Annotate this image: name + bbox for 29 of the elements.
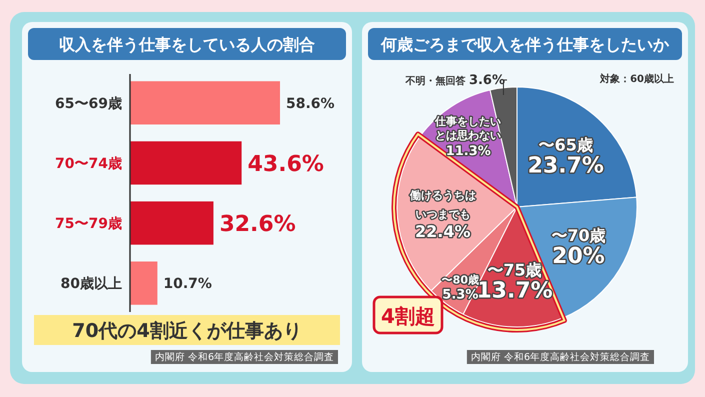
text: 70代の4割近くが仕事あり bbox=[72, 320, 302, 342]
data-label: 10.7% bbox=[163, 276, 212, 292]
slice-label: 〜70歳 bbox=[551, 226, 606, 245]
slice-label: 〜75歳 bbox=[487, 260, 542, 280]
bar bbox=[130, 81, 280, 124]
text: 内閣府 令和6年度高齢社会対策総合調査 bbox=[154, 351, 334, 363]
text: 対象：60歳以上 bbox=[599, 73, 674, 85]
bar bbox=[130, 262, 158, 305]
data-label: 11.3% bbox=[446, 144, 491, 159]
y-tick-label: 80歳以上 bbox=[60, 276, 122, 292]
data-label: 43.6% bbox=[248, 152, 324, 177]
y-tick-label: 70〜74歳 bbox=[55, 156, 122, 172]
bar bbox=[130, 141, 242, 185]
bar bbox=[130, 201, 214, 245]
data-label: 20% bbox=[552, 244, 605, 269]
chart-title: 収入を伴う仕事をしている人の割合 bbox=[59, 35, 315, 54]
y-tick-label: 75〜79歳 bbox=[55, 216, 122, 232]
data-label: 58.6% bbox=[286, 96, 335, 112]
slice-label: 働けるうちはいつまでも bbox=[408, 189, 476, 222]
slice-label: 〜65歳 bbox=[538, 136, 593, 155]
text: 4割超 bbox=[381, 304, 435, 328]
text: 内閣府 令和6年度高齢社会対策総合調査 bbox=[470, 351, 650, 363]
slice-label: 不明・無回答 bbox=[404, 75, 469, 87]
data-label: 3.6% bbox=[468, 73, 505, 88]
chart-title: 何歳ごろまで収入を伴う仕事をしたいか bbox=[380, 35, 670, 54]
data-label: 22.4% bbox=[415, 222, 471, 242]
data-label: 32.6% bbox=[219, 212, 296, 238]
data-label: 23.7% bbox=[528, 154, 604, 179]
y-tick-label: 65〜69歳 bbox=[55, 96, 122, 112]
